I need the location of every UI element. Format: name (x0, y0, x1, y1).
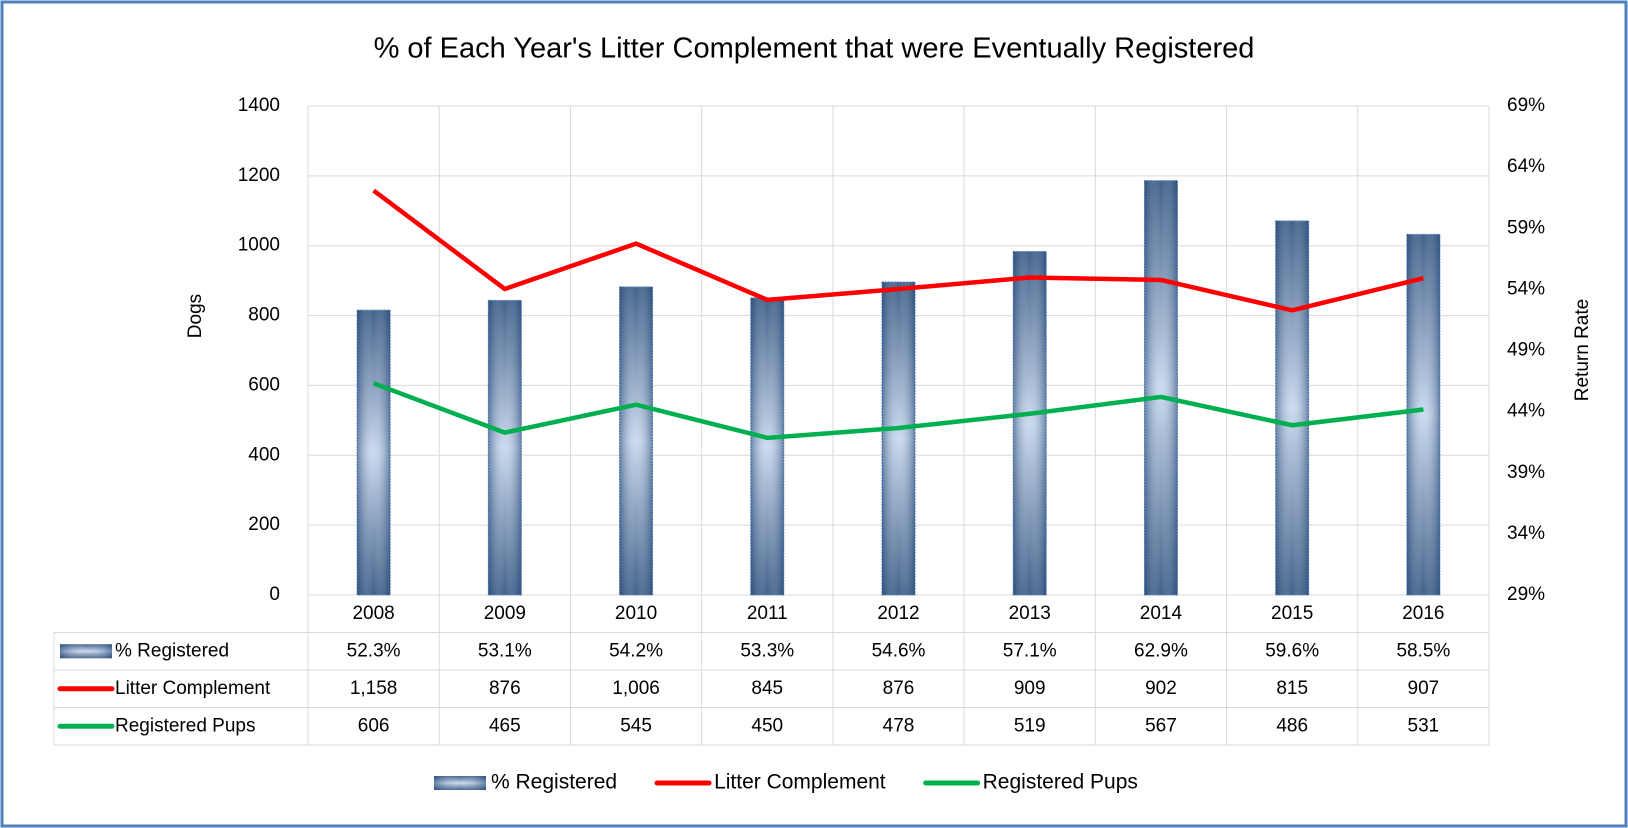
y-tick-label: 800 (248, 305, 280, 326)
x-tick-label: 2009 (484, 603, 526, 624)
table-cell: 909 (1014, 678, 1046, 699)
y2-tick-label: 69% (1507, 95, 1545, 116)
y-tick-label: 200 (248, 514, 280, 535)
table-cell: 53.1% (478, 640, 532, 661)
table-cell: 876 (489, 678, 521, 699)
x-tick-label: 2011 (747, 603, 788, 624)
table-cell: 450 (751, 715, 783, 736)
y2-tick-label: 29% (1507, 584, 1545, 605)
table-cell: 1,158 (350, 678, 398, 699)
table-cell: 1,006 (612, 678, 660, 699)
x-tick-label: 2008 (352, 603, 394, 624)
bar-shade (1144, 180, 1178, 595)
table-cell: 567 (1145, 715, 1177, 736)
y2-tick-label: 64% (1507, 156, 1545, 177)
legend-key (434, 776, 486, 790)
x-tick-label: 2010 (615, 603, 657, 624)
table-cell: 815 (1276, 678, 1308, 699)
y2-tick-label: 59% (1507, 217, 1545, 238)
table-cell: 58.5% (1396, 640, 1450, 661)
y-tick-label: 400 (248, 444, 280, 465)
bar-shade (1013, 251, 1047, 596)
y-tick-label: 1000 (238, 235, 280, 256)
table-cell: 531 (1408, 715, 1440, 736)
table-cell: 519 (1014, 715, 1046, 736)
y-tick-label: 600 (248, 374, 280, 395)
bar-shade (619, 286, 653, 595)
bar-shade (1406, 234, 1440, 596)
y2-tick-label: 49% (1507, 340, 1545, 361)
y-tick-label: 1200 (238, 165, 280, 186)
table-cell: 545 (620, 715, 652, 736)
table-cell: 62.9% (1134, 640, 1188, 661)
table-cell: 53.3% (740, 640, 794, 661)
table-cell: 876 (883, 678, 915, 699)
y-tick-label: 0 (269, 584, 280, 605)
table-cell: 907 (1408, 678, 1440, 699)
table-cell: 902 (1145, 678, 1177, 699)
table-cell: 478 (883, 715, 915, 736)
bar-shade (882, 282, 915, 595)
legend-label: Litter Complement (714, 771, 886, 794)
legend-label: Registered Pups (983, 771, 1138, 794)
line-series (372, 188, 1424, 313)
table-legend-key (60, 644, 112, 659)
y2-axis-label: Return Rate (1572, 299, 1593, 401)
x-tick-label: 2013 (1009, 603, 1051, 624)
table-row-header: Litter Complement (115, 678, 271, 699)
table-cell: 57.1% (1003, 640, 1057, 661)
table-cell: 486 (1276, 715, 1308, 736)
y2-tick-label: 34% (1507, 523, 1545, 544)
table-cell: 845 (751, 678, 783, 699)
table-cell: 606 (358, 715, 390, 736)
x-tick-label: 2016 (1402, 603, 1444, 624)
chart-title: % of Each Year's Litter Complement that … (374, 33, 1255, 65)
table-cell: 59.6% (1265, 640, 1319, 661)
legend-label: % Registered (491, 771, 617, 794)
x-tick-label: 2015 (1271, 603, 1313, 624)
table-cell: 465 (489, 715, 521, 736)
x-tick-label: 2012 (877, 603, 919, 624)
y-tick-label: 1400 (238, 95, 280, 116)
bar-shade (750, 297, 784, 595)
bar-shade (357, 310, 391, 595)
x-tick-label: 2014 (1140, 603, 1183, 624)
bar-shade (1275, 220, 1309, 596)
line-series (372, 381, 1424, 441)
y2-tick-label: 54% (1507, 278, 1545, 299)
bar-shade (488, 300, 522, 595)
table-cell: 54.6% (872, 640, 926, 661)
y2-tick-label: 39% (1507, 462, 1545, 483)
table-cell: 52.3% (347, 640, 401, 661)
y-axis-label: Dogs (185, 294, 206, 338)
table-cell: 54.2% (609, 640, 663, 661)
y2-tick-label: 44% (1507, 401, 1545, 422)
table-row-header: % Registered (115, 640, 229, 661)
table-row-header: Registered Pups (115, 715, 255, 736)
